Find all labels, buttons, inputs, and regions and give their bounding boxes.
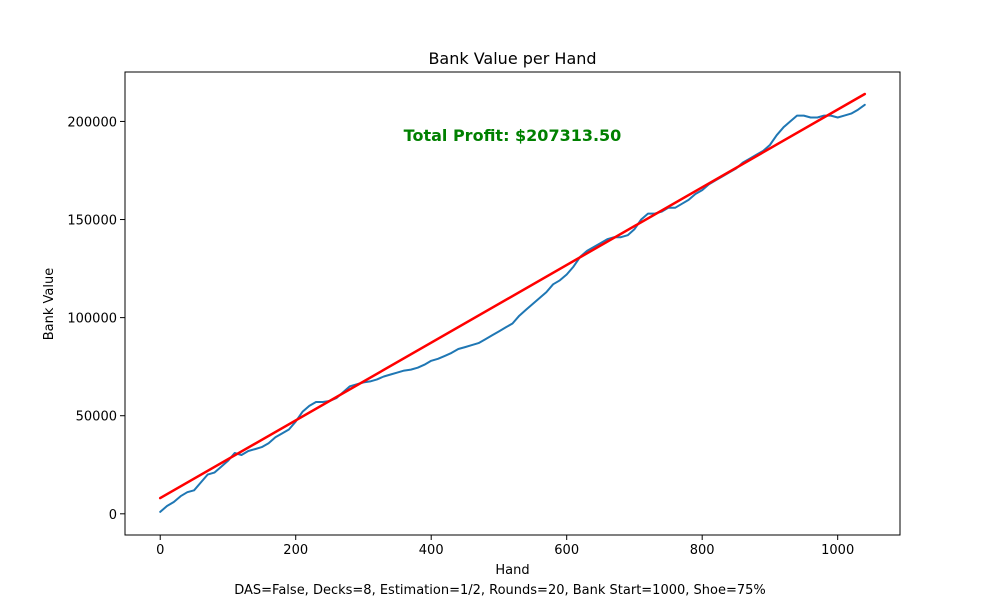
plot-area	[124, 71, 901, 536]
axes-frame	[124, 71, 901, 536]
trend-line	[158, 92, 867, 500]
y-tick-label: 100000	[67, 312, 117, 327]
x-tick-label: 600	[554, 543, 579, 558]
x-tick-label: 800	[690, 543, 715, 558]
x-axis-label: Hand	[495, 563, 529, 578]
x-tick-label: 1000	[821, 543, 854, 558]
x-tick-label: 0	[156, 543, 164, 558]
parameters-footer: DAS=False, Decks=8, Estimation=1/2, Roun…	[234, 583, 766, 598]
x-axis: 0 200 400 600 800 1000	[156, 535, 854, 558]
x-tick-label: 400	[419, 543, 444, 558]
y-tick-label: 0	[109, 508, 117, 523]
y-tick-label: 50000	[76, 410, 117, 425]
x-tick-label: 200	[283, 543, 308, 558]
y-tick-label: 200000	[67, 115, 117, 130]
y-tick-label: 150000	[67, 214, 117, 229]
total-profit-annotation: Total Profit: $207313.50	[404, 126, 622, 145]
y-axis-label: Bank Value	[42, 268, 57, 340]
y-axis: 0 50000 100000 150000 200000	[67, 115, 125, 523]
chart-title: Bank Value per Hand	[428, 49, 596, 68]
